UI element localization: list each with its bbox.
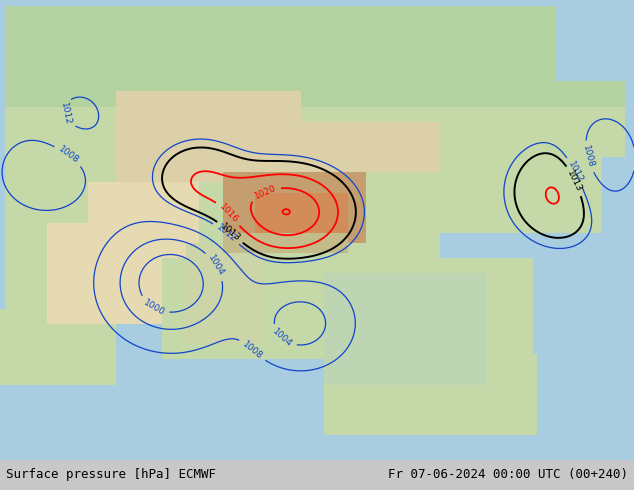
Text: 1000: 1000 (141, 298, 166, 317)
Text: 1012: 1012 (215, 223, 238, 245)
Text: 1004: 1004 (207, 254, 226, 278)
Text: Surface pressure [hPa] ECMWF: Surface pressure [hPa] ECMWF (6, 468, 216, 481)
Text: 1012: 1012 (566, 160, 585, 184)
Text: 1013: 1013 (218, 221, 242, 243)
Text: 1008: 1008 (56, 145, 81, 166)
Text: 1016: 1016 (217, 202, 240, 225)
Text: 1020: 1020 (253, 183, 277, 200)
Text: 1008: 1008 (240, 339, 264, 361)
Text: 1013: 1013 (566, 169, 584, 193)
Text: 1012: 1012 (58, 101, 72, 126)
Text: Fr 07-06-2024 00:00 UTC (00+240): Fr 07-06-2024 00:00 UTC (00+240) (387, 468, 628, 481)
Text: 1008: 1008 (581, 145, 595, 169)
Text: 1004: 1004 (271, 327, 294, 349)
